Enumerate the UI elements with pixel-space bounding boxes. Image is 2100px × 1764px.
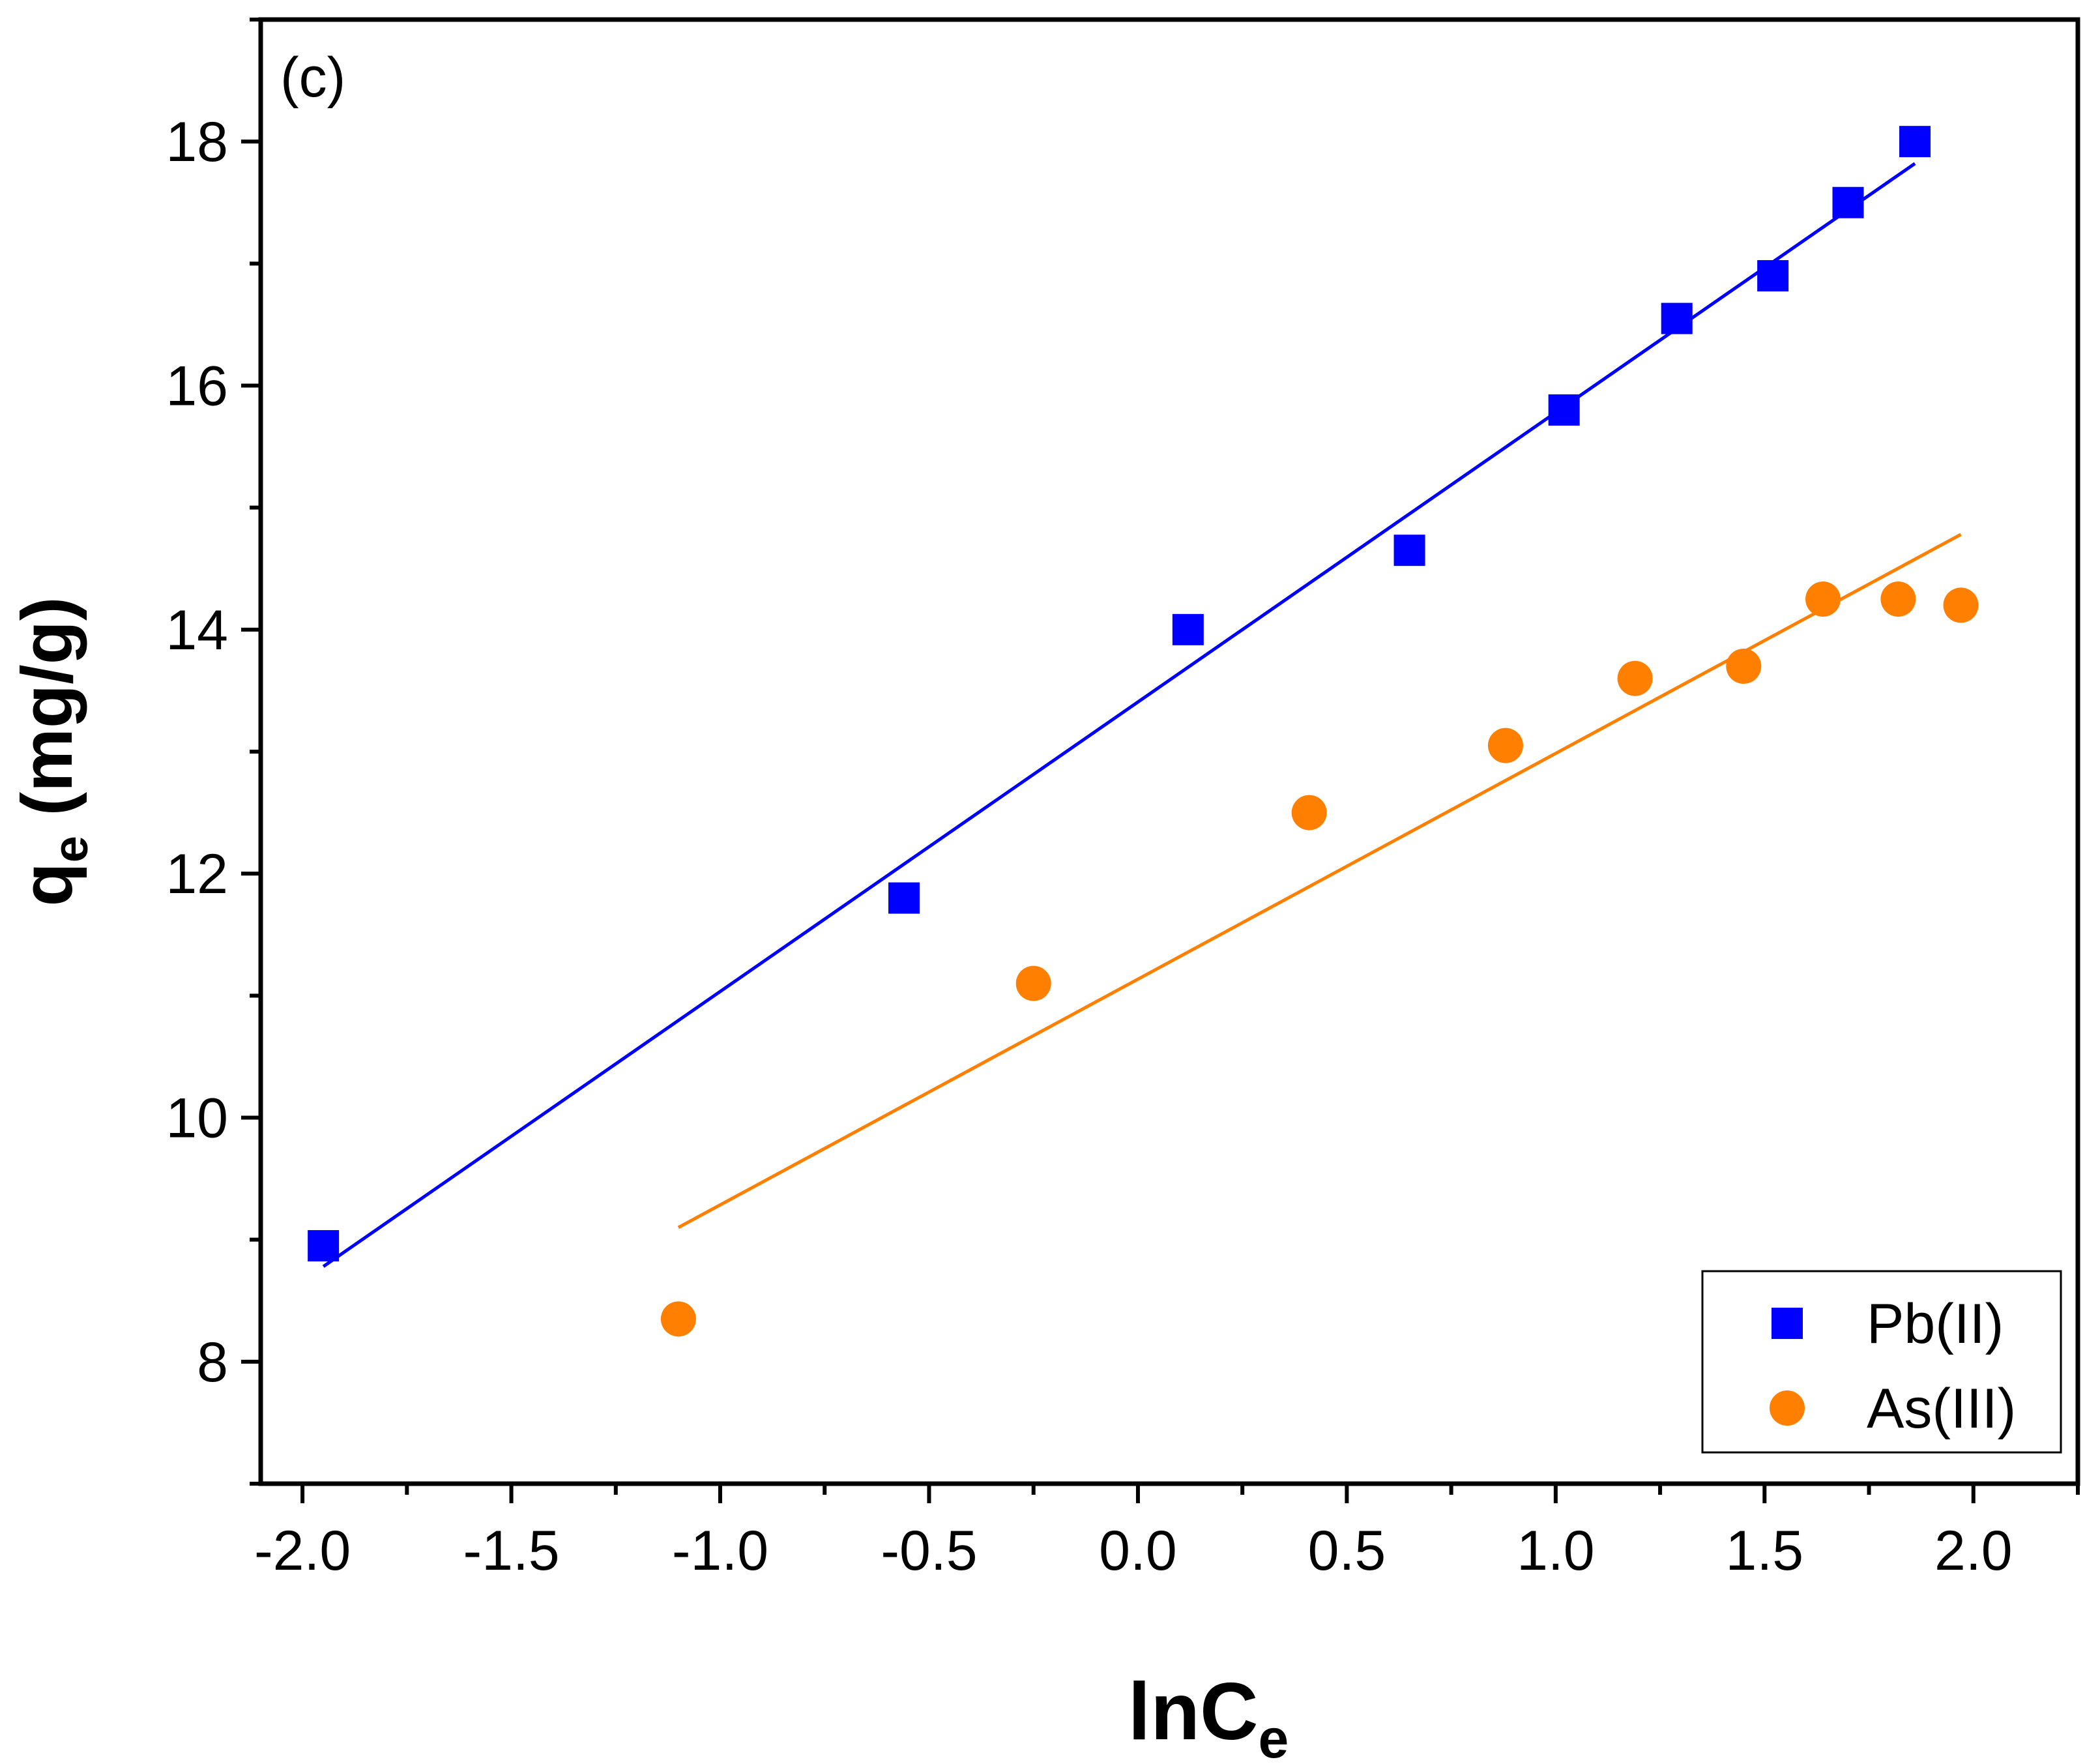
y-tick-label: 10 (166, 1087, 228, 1150)
legend-marker-circle (1770, 1390, 1805, 1426)
x-axis-title-subscript: e (1259, 1708, 1289, 1764)
x-tick-label: 1.0 (1517, 1520, 1595, 1582)
as-iii-point (1880, 581, 1916, 617)
pb-ii-point (1899, 126, 1931, 158)
x-tick-label: 0.5 (1308, 1520, 1386, 1582)
y-tick-label: 12 (166, 843, 228, 905)
panel-label: (c) (280, 46, 345, 109)
as-iii-point (1617, 660, 1653, 696)
legend-box (1701, 1270, 2062, 1454)
as-iii-point (660, 1301, 696, 1337)
y-tick-label: 8 (197, 1331, 228, 1394)
as-iii-point (1015, 965, 1051, 1001)
x-axis-title-main: lnC (1128, 1667, 1259, 1757)
pb-ii-point (888, 882, 920, 914)
x-axis-ticks: -2.0 -1.5 -1.0 -0.5 0.0 0.5 1.0 1.5 2.0 (254, 1484, 2080, 1582)
y-axis-title-subscript: e (44, 836, 98, 862)
y-axis-ticks: 8 10 12 14 16 18 (166, 18, 261, 1486)
y-axis-title: qe (mg/g) (7, 597, 98, 907)
legend-label: As(III) (1867, 1377, 2016, 1440)
x-tick-label: -0.5 (881, 1520, 977, 1582)
y-tick-label: 14 (166, 599, 228, 662)
as-iii-point (1943, 587, 1979, 623)
as-iii-point (1487, 728, 1523, 763)
x-tick-label: -2.0 (254, 1520, 351, 1582)
pb-ii-point (1548, 394, 1580, 426)
pb-ii-point (308, 1230, 340, 1262)
pb-ii-fit-line (322, 162, 1916, 1268)
pb-ii-point (1393, 535, 1425, 566)
x-tick-label: 1.5 (1726, 1520, 1804, 1582)
x-tick-label: -1.0 (672, 1520, 768, 1582)
data-markers (308, 126, 1979, 1337)
legend-label: Pb(II) (1867, 1293, 2004, 1355)
x-tick-label: -1.5 (463, 1520, 559, 1582)
pb-ii-point (1757, 260, 1789, 292)
pb-ii-point (1661, 302, 1693, 334)
pb-ii-point (1832, 186, 1864, 218)
y-tick-label: 16 (166, 355, 228, 418)
legend-marker-square (1772, 1308, 1803, 1339)
y-tick-label: 18 (166, 111, 228, 173)
pb-ii-point (1172, 613, 1204, 645)
y-axis-title-unit: (mg/g) (7, 597, 87, 836)
x-axis-title: lnCe (1128, 1667, 1289, 1764)
x-tick-label: 2.0 (1934, 1520, 2013, 1582)
as-iii-point (1805, 581, 1841, 617)
x-tick-label: 0.0 (1099, 1520, 1177, 1582)
as-iii-point (1726, 648, 1762, 684)
y-axis-title-main: q (7, 862, 87, 906)
legend: Pb(II) As(III) (1701, 1270, 2062, 1454)
as-iii-point (1291, 795, 1327, 831)
